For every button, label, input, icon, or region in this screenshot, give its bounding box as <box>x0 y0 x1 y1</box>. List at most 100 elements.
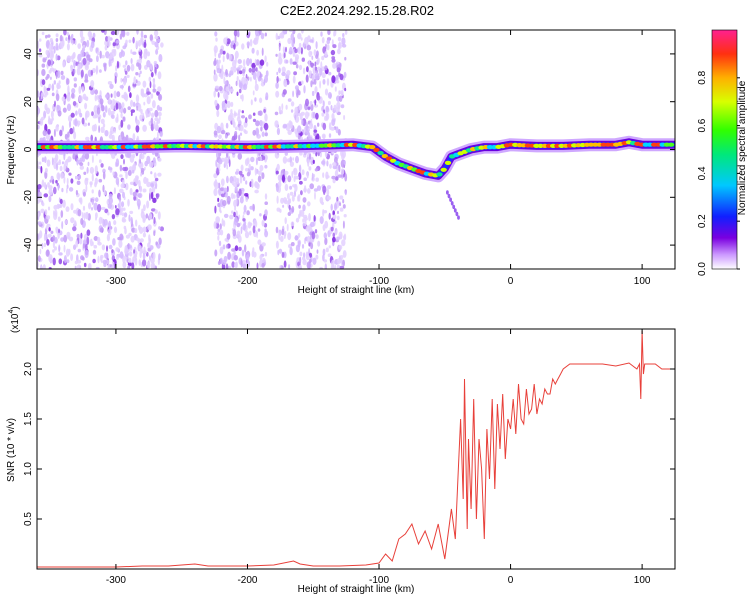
noise-speckle <box>69 127 74 135</box>
noise-speckle <box>254 83 259 92</box>
noise-speckle <box>330 126 335 131</box>
noise-speckle <box>298 172 302 181</box>
noise-speckle <box>257 77 261 82</box>
noise-speckle <box>337 129 341 136</box>
noise-speckle <box>70 35 73 44</box>
noise-speckle <box>250 99 253 106</box>
noise-speckle <box>138 63 142 71</box>
noise-speckle <box>281 174 286 183</box>
ridge-cell <box>369 145 376 150</box>
noise-speckle <box>55 42 59 51</box>
noise-speckle <box>291 206 295 213</box>
noise-speckle <box>108 228 112 236</box>
noise-speckle <box>239 82 243 89</box>
noise-speckle <box>279 32 284 38</box>
noise-speckle <box>242 176 246 182</box>
noise-speckle <box>219 210 222 214</box>
noise-speckle <box>114 75 117 85</box>
noise-speckle <box>128 214 131 222</box>
noise-speckle <box>254 58 257 66</box>
noise-speckle <box>248 67 252 73</box>
noise-speckle <box>50 110 54 119</box>
noise-speckle <box>119 85 125 89</box>
noise-speckle <box>319 216 324 225</box>
noise-speckle <box>310 118 313 127</box>
noise-speckle <box>57 173 60 181</box>
noise-speckle <box>218 240 222 247</box>
noise-speckle <box>331 58 336 63</box>
noise-speckle <box>282 46 285 53</box>
noise-speckle <box>298 204 301 209</box>
noise-speckle <box>75 190 78 195</box>
noise-speckle <box>114 205 117 209</box>
noise-speckle <box>238 70 243 75</box>
noise-speckle <box>109 52 113 57</box>
noise-speckle <box>73 209 78 214</box>
noise-speckle <box>124 70 128 75</box>
noise-speckle <box>142 252 146 260</box>
noise-speckle <box>70 178 74 184</box>
noise-speckle <box>254 189 259 194</box>
noise-speckle <box>340 89 344 97</box>
noise-speckle <box>71 88 76 94</box>
ridge-cell <box>444 160 452 165</box>
noise-speckle <box>332 178 336 184</box>
noise-speckle <box>226 164 229 170</box>
noise-speckle <box>256 49 259 56</box>
noise-speckle <box>226 100 231 109</box>
noise-speckle <box>335 126 339 134</box>
noise-speckle <box>338 42 341 51</box>
noise-speckle <box>61 125 64 132</box>
noise-speckle <box>250 166 254 171</box>
noise-speckle <box>159 116 161 121</box>
noise-speckle <box>310 156 314 162</box>
noise-speckle <box>146 60 151 68</box>
noise-speckle <box>55 33 59 38</box>
noise-speckle <box>62 199 66 208</box>
noise-speckle <box>259 213 262 217</box>
noise-speckle <box>283 260 287 268</box>
noise-speckle <box>113 187 116 195</box>
colorbar-tick-label: 0.6 <box>697 118 708 132</box>
colorbar-ticks: 0.0 0.2 0.4 0.6 0.8 <box>697 70 740 276</box>
noise-speckle <box>315 54 319 59</box>
noise-speckle <box>46 249 50 256</box>
noise-speckle <box>301 80 304 85</box>
noise-speckle <box>220 229 224 236</box>
noise-speckle <box>129 244 132 249</box>
noise-speckle <box>136 106 139 111</box>
noise-speckle <box>213 221 217 229</box>
noise-speckle <box>302 204 306 212</box>
noise-speckle <box>56 82 60 90</box>
noise-speckle <box>249 230 252 236</box>
noise-speckle <box>72 126 75 133</box>
noise-speckle <box>84 152 90 160</box>
noise-speckle <box>42 129 47 137</box>
noise-speckle <box>77 43 81 49</box>
noise-speckle <box>66 187 68 194</box>
colorbar-label: Normalized spectral amplitude <box>737 80 748 215</box>
snr-multiplier-base: (x10 <box>10 313 21 333</box>
noise-speckle <box>317 122 320 127</box>
noise-speckle <box>336 215 340 221</box>
noise-speckle <box>39 248 42 255</box>
noise-speckle <box>128 166 133 172</box>
noise-speckle <box>98 159 102 164</box>
noise-speckle <box>238 188 242 196</box>
noise-speckle <box>120 119 124 128</box>
noise-speckle <box>129 210 134 215</box>
noise-speckle <box>88 263 92 269</box>
noise-speckle <box>315 254 319 260</box>
noise-speckle <box>110 110 115 115</box>
noise-speckle <box>128 232 132 237</box>
noise-speckle <box>298 90 301 96</box>
noise-speckle <box>246 260 250 268</box>
noise-speckle <box>328 71 332 76</box>
noise-speckle <box>226 151 228 159</box>
noise-speckle <box>299 180 303 185</box>
noise-speckle <box>135 237 140 242</box>
noise-speckle <box>257 170 263 175</box>
noise-speckle <box>89 32 92 38</box>
noise-speckle <box>344 30 348 35</box>
noise-speckle <box>276 195 279 204</box>
